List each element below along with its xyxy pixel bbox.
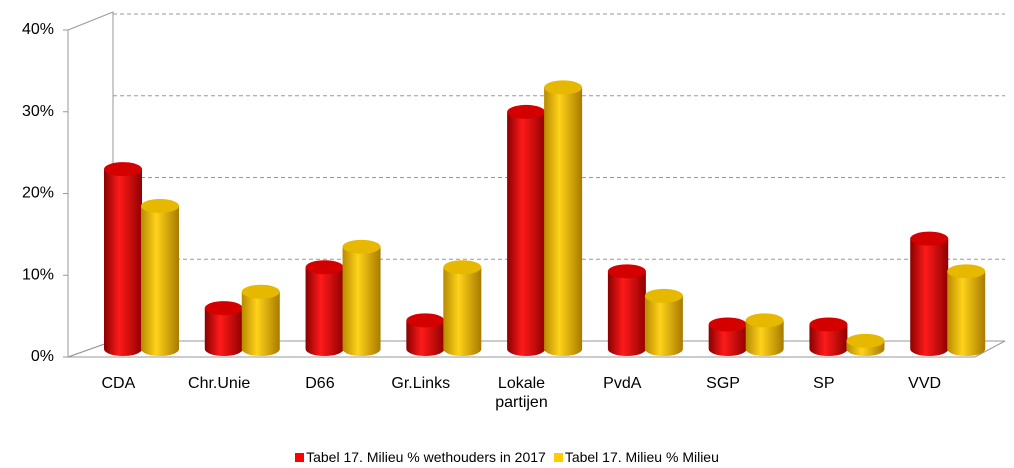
bar: [809, 317, 848, 356]
x-tick-label: D66: [305, 375, 335, 392]
x-tick-label: CDA: [101, 375, 136, 392]
y-tick-label: 40%: [22, 21, 54, 38]
bar-top: [305, 260, 344, 275]
bar-body: [204, 308, 243, 356]
plot: 0% 10% 20% 30% 40%: [22, 11, 1006, 365]
bar-body: [406, 320, 445, 356]
bar-body: [104, 169, 142, 356]
bar: [910, 231, 949, 356]
bar-body: [342, 246, 381, 356]
legend: Tabel 17. Milieu % wethouders in 2017 Tab…: [0, 449, 1014, 465]
legend-label: Tabel 17. Milieu % wethouders in 2017: [306, 449, 546, 465]
bar: [406, 313, 445, 356]
bar-body: [544, 87, 583, 357]
bar: [947, 264, 986, 356]
bar-top: [708, 317, 747, 332]
bar: [342, 239, 381, 356]
bar: [443, 260, 482, 356]
bar: [846, 333, 885, 356]
bar-body: [507, 111, 546, 356]
bar: [104, 162, 142, 356]
bar-body: [241, 291, 280, 356]
bar-top: [644, 288, 683, 303]
bar-top: [241, 284, 280, 299]
y-tick-label: 30%: [22, 103, 54, 120]
legend-item: Tabel 17. Milieu % Milieu: [553, 449, 719, 465]
bar-top: [809, 317, 848, 332]
bar-body: [809, 324, 848, 356]
x-tick-label: Chr.Unie: [188, 375, 251, 392]
legend-item: Tabel 17. Milieu % wethouders in 2017: [295, 449, 546, 465]
bar-top: [204, 301, 243, 316]
bar-top: [544, 80, 583, 95]
bar-top: [947, 264, 986, 279]
bar: [141, 198, 179, 356]
x-tick-label: PvdA: [603, 375, 642, 392]
bar-body: [443, 267, 482, 356]
y-tick-label: 20%: [22, 185, 54, 202]
bar: [305, 260, 344, 356]
bar: [241, 284, 280, 356]
bar-top: [607, 264, 646, 279]
y-tick-label: 10%: [22, 266, 54, 283]
bar-top: [141, 198, 179, 213]
bar-body: [141, 205, 179, 356]
bar-body: [947, 271, 986, 356]
bar-body: [708, 324, 747, 356]
bar-body: [745, 320, 784, 356]
bar: [644, 288, 683, 356]
bar: [607, 264, 646, 356]
bar-top: [745, 313, 784, 328]
x-tick-label: Gr.Links: [391, 375, 451, 392]
floor: [67, 340, 1006, 358]
bar-top: [342, 239, 381, 254]
legend-swatch: [553, 453, 563, 462]
bar-top: [910, 231, 949, 246]
bar-top: [846, 333, 885, 348]
bar-body: [644, 295, 683, 356]
y-tick-label: 0%: [31, 348, 54, 365]
bar: [544, 80, 583, 357]
bar-body: [607, 271, 646, 356]
x-tick-label: VVD: [908, 375, 942, 392]
x-tick-label: Lokale partijen: [495, 375, 548, 411]
bar: [507, 104, 546, 356]
bar: [708, 317, 747, 356]
bar-body: [910, 238, 949, 356]
x-tick-label: SGP: [706, 375, 740, 392]
bar: [204, 301, 243, 356]
bar-top: [104, 162, 142, 177]
bar-body: [305, 267, 344, 356]
legend-label: Tabel 17. Milieu % Milieu: [564, 449, 719, 465]
bar-top: [406, 313, 445, 328]
x-tick-label: SP: [813, 375, 835, 392]
legend-swatch: [295, 453, 305, 462]
bar-top: [507, 104, 546, 119]
bar: [745, 313, 784, 356]
bar-top: [443, 260, 482, 275]
